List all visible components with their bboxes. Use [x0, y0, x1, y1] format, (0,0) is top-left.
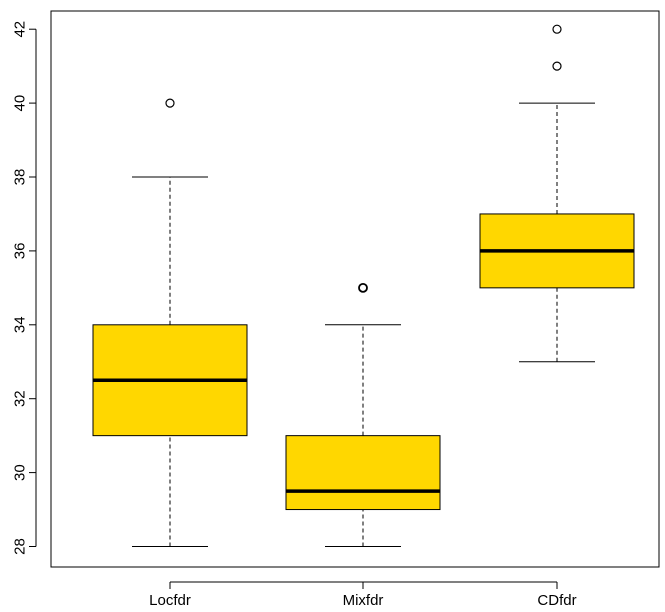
iqr-box-mixfdr — [285, 435, 441, 511]
outlier-locfdr-0 — [165, 98, 175, 108]
box-locfdr — [92, 98, 248, 547]
y-tick-label-28: 28 — [12, 538, 29, 555]
y-tick-label-42: 42 — [12, 21, 29, 38]
x-tick-label-mixfdr: Mixfdr — [343, 592, 384, 609]
x-tick-label-locfdr: Locfdr — [149, 592, 191, 609]
y-tick-label-40: 40 — [12, 95, 29, 112]
boxes — [92, 24, 635, 547]
y-tick-label-30: 30 — [12, 464, 29, 481]
outlier-cdfdr-1 — [552, 24, 562, 34]
outlier-cdfdr-0 — [552, 61, 562, 71]
y-axis: 28 30 32 34 36 38 40 42 — [12, 21, 37, 555]
outlier-mixfdr-0 — [358, 282, 368, 293]
box-cdfdr — [479, 24, 635, 363]
y-tick-label-36: 36 — [12, 243, 29, 260]
y-tick-label-34: 34 — [12, 316, 29, 333]
x-axis: Locfdr Mixfdr CDfdr — [149, 581, 577, 609]
box-mixfdr — [285, 282, 441, 547]
y-tick-label-38: 38 — [12, 169, 29, 186]
plot-frame — [50, 10, 660, 568]
x-tick-label-cdfdr: CDfdr — [537, 592, 576, 609]
y-tick-label-32: 32 — [12, 390, 29, 407]
